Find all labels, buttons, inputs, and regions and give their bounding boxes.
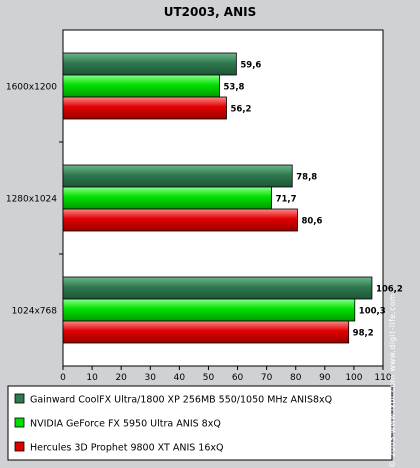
bar-value-label: 98,2: [353, 329, 374, 339]
x-tick-label: 20: [115, 373, 127, 383]
bar-value-label: 56,2: [230, 105, 251, 115]
bar-value-label: 78,8: [296, 173, 317, 183]
category-label: 1280x1024: [6, 195, 57, 205]
x-tick-label: 90: [319, 373, 331, 383]
bar-1024x768-s1: [62, 276, 373, 300]
legend-entry: Hercules 3D Prophet 9800 XT ANIS 16xQ: [30, 443, 223, 454]
bar-value-label: 80,6: [301, 217, 322, 227]
bar-1024x768-s3: [62, 320, 350, 344]
legend-box: [7, 385, 393, 461]
legend-swatch: [14, 393, 25, 404]
x-tick-label: 70: [261, 373, 273, 383]
bar-value-label: 53,8: [224, 83, 245, 93]
category-label: 1024x768: [12, 307, 58, 317]
x-tick-label: 0: [60, 373, 66, 383]
bar-1600x1200-s1: [62, 52, 237, 76]
category-label: 1600x1200: [6, 83, 57, 93]
chart-title: UT2003, ANIS: [164, 5, 257, 19]
legend-swatch: [14, 441, 25, 452]
x-tick-label: 10: [86, 373, 98, 383]
x-tick-label: 30: [145, 373, 157, 383]
bar-value-label: 71,7: [276, 195, 297, 205]
bar-1024x768-s2: [62, 298, 356, 322]
watermark: © 2003 www.ixbt.com www.digit-life.com: [388, 293, 397, 468]
bar-value-label: 59,6: [240, 61, 261, 71]
x-tick-label: 60: [232, 373, 244, 383]
legend-entry: NVIDIA GeForce FX 5950 Ultra ANIS 8xQ: [30, 419, 221, 430]
x-tick-label: 80: [290, 373, 302, 383]
x-tick-label: 50: [203, 373, 215, 383]
x-tick-label: 100: [345, 373, 362, 383]
bar-value-label: 106,2: [376, 285, 403, 295]
bar-1280x1024-s2: [62, 186, 272, 210]
bar-1600x1200-s2: [62, 74, 220, 98]
legend-entry: Gainward CoolFX Ultra/1800 XP 256MB 550/…: [30, 395, 332, 406]
bar-value-label: 100,3: [359, 307, 386, 317]
legend: Gainward CoolFX Ultra/1800 XP 256MB 550/…: [7, 385, 393, 461]
legend-swatch: [14, 417, 25, 428]
bar-1280x1024-s3: [62, 208, 298, 232]
x-tick-label: 40: [174, 373, 186, 383]
plot-area: 59,6 53,8 56,2 1600x1200 78,8 71,7 80,6 1280x10…: [6, 29, 403, 383]
x-tick-label: 110: [374, 373, 391, 383]
bar-1280x1024-s1: [62, 164, 293, 188]
bar-1600x1200-s3: [62, 96, 227, 120]
